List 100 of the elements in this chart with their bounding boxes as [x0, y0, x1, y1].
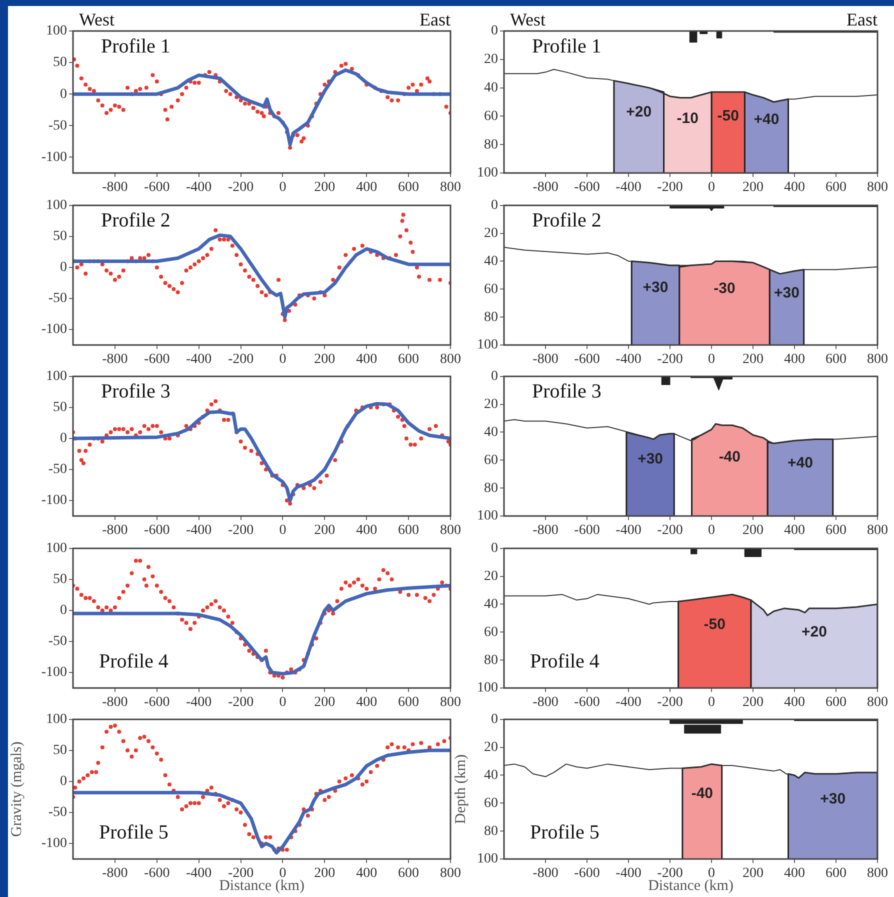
y-tick-label: 100: [46, 24, 67, 39]
x-tick-label: -600: [144, 352, 170, 367]
text: Profile 4: [99, 650, 168, 672]
y-tick-label: -50: [48, 634, 67, 649]
x-tick-label: 400: [784, 180, 805, 196]
y-tick-label: 80: [484, 824, 498, 839]
x-tick-label: 600: [826, 180, 846, 196]
x-tick-label: -400: [616, 866, 642, 882]
x-tick-label: -600: [574, 180, 600, 196]
y-tick-label: 100: [477, 166, 498, 181]
x-tick-label: -600: [144, 694, 170, 710]
x-tick-label: 800: [867, 352, 888, 367]
y-tick-label: 40: [484, 80, 498, 96]
y-tick-label: 60: [484, 452, 498, 468]
y-tick-label: 80: [484, 652, 498, 668]
x-tick-label: -800: [102, 523, 128, 538]
x-tick-label: 0: [708, 352, 715, 367]
x-tick-label: -800: [102, 180, 128, 196]
x-tick-label: 800: [440, 523, 461, 538]
chart-title: Profile 3: [101, 380, 170, 403]
y-tick-label: 80: [484, 309, 498, 324]
y-tick-label: 0: [60, 774, 67, 790]
y-tick-label: 50: [53, 743, 67, 758]
x-tick-label: -800: [102, 352, 128, 367]
x-tick-label: -200: [657, 180, 683, 196]
x-tick-label: -600: [144, 523, 170, 538]
y-tick-label: -100: [41, 664, 67, 680]
x-tick-label: -600: [574, 352, 600, 367]
x-tick-label: -400: [186, 352, 212, 367]
x-tick-label: -400: [616, 694, 642, 710]
series-label: +30: [820, 790, 846, 808]
x-tick-label: 400: [784, 694, 805, 710]
y-tick-label: 0: [491, 369, 498, 384]
y-tick-label: 100: [477, 852, 498, 867]
y-tick-label: 100: [46, 540, 67, 556]
x-tick-label: 400: [784, 866, 805, 882]
x-tick-label: 200: [314, 523, 336, 538]
y-tick-label: 40: [484, 253, 498, 268]
text: Profile 5: [530, 821, 600, 844]
text: West: [510, 10, 546, 30]
x-tick-label: 600: [398, 352, 420, 367]
x-tick-label: -200: [228, 352, 254, 367]
y-tick-label: 0: [60, 260, 67, 275]
y-tick-label: -50: [48, 805, 67, 820]
x-tick-label: 400: [784, 352, 805, 367]
text: Profile 4: [530, 650, 600, 672]
chart-title: Profile 1: [101, 35, 170, 58]
y-tick-label: 0: [60, 602, 67, 618]
y-tick-label: 20: [484, 52, 498, 68]
x-tick-label: 200: [742, 694, 764, 710]
x-tick-label: 400: [356, 523, 378, 538]
x-tick-label: 400: [356, 866, 378, 882]
chart-title: Profile 2: [532, 209, 602, 232]
y-tick-label: 0: [491, 712, 498, 728]
y-tick-label: 20: [484, 568, 498, 584]
x-tick-label: -600: [574, 866, 600, 882]
x-tick-label: -400: [186, 866, 212, 882]
x-tick-label: -200: [657, 352, 683, 367]
series-label: +20: [626, 103, 652, 120]
x-tick-label: -600: [574, 694, 600, 710]
x-tick-label: -400: [186, 180, 212, 196]
y-tick-label: 60: [484, 281, 498, 296]
chart-title: Profile 3: [532, 380, 602, 403]
x-tick-label: -800: [532, 523, 558, 538]
y-tick-label: 80: [484, 137, 498, 152]
y-tick-label: 100: [477, 680, 498, 696]
x-tick-label: 0: [279, 180, 286, 196]
x-tick-label: 200: [742, 866, 764, 882]
y-tick-label: 50: [53, 55, 67, 70]
text: West: [79, 10, 115, 30]
x-tick-label: 800: [867, 523, 888, 538]
y-tick-label: 50: [53, 228, 67, 244]
y-tick-label: 60: [484, 796, 498, 811]
x-tick-label: 400: [356, 180, 378, 196]
x-tick-label: -200: [657, 523, 683, 538]
y-tick-label: 100: [46, 369, 67, 384]
y-tick-label: 40: [484, 596, 498, 612]
chart-title: Profile 2: [101, 209, 170, 232]
y-axis-title: Depth (km): [452, 754, 469, 824]
series-label: +30: [638, 450, 664, 468]
x-tick-label: -400: [616, 180, 642, 196]
x-tick-label: -800: [532, 866, 558, 882]
x-tick-label: -200: [657, 694, 683, 710]
x-tick-label: 600: [826, 866, 846, 882]
text: Profile 5: [99, 821, 168, 844]
x-tick-label: -800: [532, 694, 558, 710]
y-axis-title: Gravity (mgals): [8, 742, 25, 837]
y-tick-label: 0: [491, 540, 498, 556]
x-tick-label: -800: [532, 180, 558, 196]
series-label: -40: [718, 448, 740, 466]
x-tick-label: 400: [784, 523, 805, 538]
x-tick-label: 800: [440, 180, 461, 196]
x-tick-label: -800: [102, 866, 128, 882]
text: East: [420, 10, 450, 30]
x-tick-label: 600: [826, 523, 846, 538]
x-tick-label: -400: [616, 352, 642, 367]
y-tick-label: -100: [41, 150, 67, 165]
y-tick-label: -50: [48, 462, 67, 478]
y-tick-label: -100: [41, 322, 67, 337]
y-tick-label: 0: [491, 198, 498, 213]
